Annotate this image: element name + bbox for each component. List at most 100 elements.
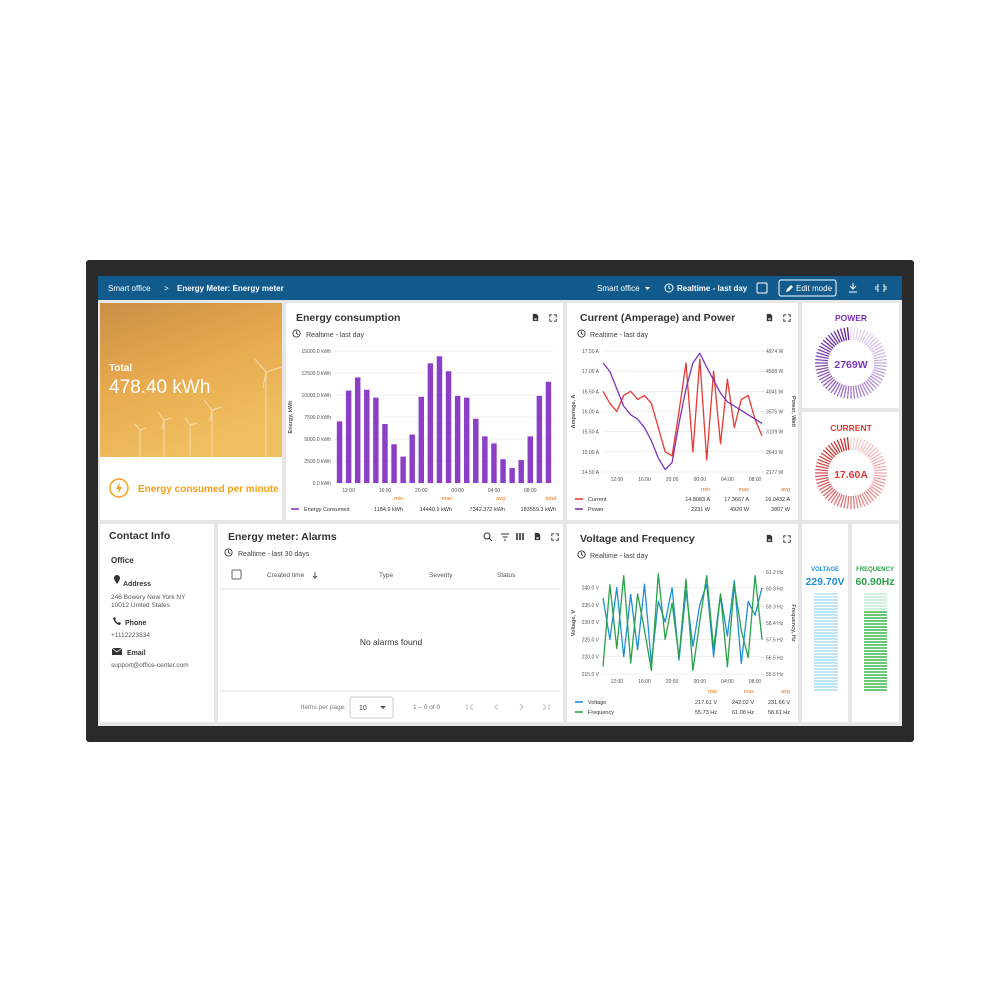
gauge-tick: [863, 332, 872, 345]
gauge-tick: [869, 485, 882, 494]
x-tick-label: 20:00: [666, 477, 679, 483]
y2-tick-label: 4974 W: [766, 349, 784, 355]
breadcrumb-root[interactable]: Smart office: [108, 284, 151, 293]
y-tick-label: 5000.0 kWh: [304, 437, 331, 443]
filter-icon[interactable]: [501, 533, 509, 541]
export-icon[interactable]: [766, 313, 773, 322]
search-icon[interactable]: [483, 532, 491, 540]
y-tick-label: 14.50 A: [582, 470, 600, 476]
state-selector[interactable]: Smart office: [597, 284, 640, 293]
y2-tick-label: 3109 W: [766, 430, 784, 436]
top-bar: [98, 276, 902, 300]
bar: [436, 356, 443, 483]
column-header[interactable]: Severity: [429, 572, 453, 579]
gauge-tick: [839, 494, 845, 508]
lightning-bolt: [116, 482, 122, 494]
legend-stat: 16.0432 A: [765, 497, 790, 503]
x-tick-label: 00:00: [451, 488, 464, 494]
image-icon[interactable]: [756, 282, 768, 294]
previous-page[interactable]: [494, 703, 499, 711]
edit-button-label[interactable]: Edit mode: [796, 284, 833, 293]
gauge-tick: [873, 364, 887, 368]
y-tick-label: 12500.0 kWh: [302, 371, 332, 377]
y-tick-label: 7500.0 kWh: [304, 415, 331, 421]
items-per-page-value[interactable]: 10: [359, 705, 367, 712]
columns-icon[interactable]: [516, 533, 524, 540]
gauge-tick: [868, 449, 880, 459]
timewindow[interactable]: Realtime - last day: [677, 284, 748, 293]
gauge-tick: [872, 369, 886, 375]
select-all-checkbox[interactable]: [231, 569, 242, 580]
gauge-tick: [825, 378, 836, 389]
x-tick-label: 08:00: [749, 679, 762, 685]
meter-value: 229.70V: [805, 576, 844, 588]
y-tick-label: 225.0 V: [582, 637, 600, 643]
gauge-tick: [872, 481, 885, 488]
y2-tick-label: 4041 W: [766, 389, 784, 395]
export-icon[interactable]: [532, 313, 539, 322]
edit-button[interactable]: [778, 279, 837, 297]
gauge-tick: [870, 483, 884, 491]
gauge-tick: [868, 487, 880, 497]
bar: [354, 377, 361, 483]
column-header[interactable]: Type: [379, 572, 393, 579]
gauge-tick: [866, 447, 877, 458]
legend-stat: 3807 W: [771, 507, 791, 513]
exit-fullscreen-icon[interactable]: [875, 284, 887, 292]
gauge-tick: [857, 328, 863, 342]
legend-stat: 2231 W: [691, 507, 711, 513]
download-icon[interactable]: [849, 283, 857, 293]
items-per-page-select[interactable]: [349, 696, 394, 719]
legend-stat: 61.08 Hz: [732, 710, 754, 716]
gauge-tick: [827, 490, 837, 502]
x-tick-label: 16:00: [379, 488, 392, 494]
column-header[interactable]: Created time: [267, 572, 305, 579]
y-tick-label: 235.0 V: [582, 603, 600, 609]
gauge-tick: [836, 384, 843, 397]
legend-header: min: [701, 487, 710, 493]
gauge-tick: [827, 334, 837, 346]
pencil-icon: [786, 285, 793, 292]
x-tick-label: 00:00: [694, 679, 707, 685]
y2-tick-label: 55.6 Hz: [766, 672, 784, 678]
gauge-tick: [846, 495, 850, 509]
export-icon[interactable]: [766, 534, 773, 543]
card-title: Energy consumption: [296, 312, 400, 324]
bar: [445, 371, 452, 483]
meter-value: 60.90Hz: [855, 576, 894, 588]
last-page[interactable]: [542, 703, 550, 711]
x-tick-label: 08:00: [524, 488, 537, 494]
bar: [491, 443, 497, 483]
energy-card: [286, 303, 563, 520]
gauge-tick: [846, 437, 850, 451]
gauge-tick: [854, 327, 859, 341]
gauge-tick: [822, 449, 834, 459]
meter-title: VOLTAGE: [811, 567, 839, 573]
gauge-tick: [820, 342, 833, 351]
card-subtitle: Realtime - last day: [306, 332, 364, 339]
gauge-tick: [857, 494, 863, 508]
legend-header: avg: [496, 496, 505, 502]
gauge-tick: [825, 488, 836, 499]
export-icon[interactable]: [534, 532, 541, 541]
y-tick-label: 240.0 V: [582, 586, 600, 592]
bar: [518, 460, 524, 483]
gauge-tick: [817, 481, 830, 488]
gauge-tick: [815, 474, 829, 478]
first-page[interactable]: [466, 703, 474, 711]
gauge-tick: [825, 447, 836, 458]
legend-header: avg: [781, 689, 790, 695]
gauge-tick: [865, 490, 875, 502]
gauge-tick: [869, 375, 882, 384]
gauge-tick: [846, 385, 850, 399]
next-page[interactable]: [519, 703, 524, 711]
gauge-value: 17.60A: [834, 469, 868, 481]
gauge-tick: [815, 465, 829, 470]
gauge-tick: [873, 468, 887, 472]
gauge-tick: [827, 444, 837, 456]
search-handle: [488, 537, 493, 542]
y2-tick-label: 59.3 Hz: [766, 605, 784, 611]
column-header[interactable]: Status: [497, 572, 516, 579]
wind-image: [100, 303, 282, 457]
